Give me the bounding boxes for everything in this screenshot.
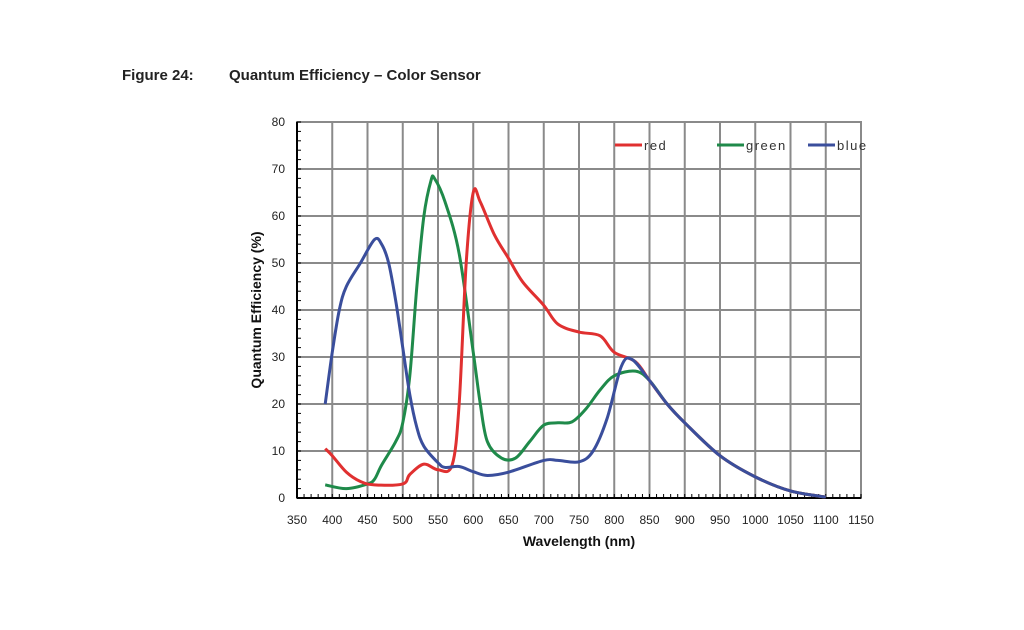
y-tick-label: 20 bbox=[272, 397, 286, 411]
x-tick-label: 850 bbox=[639, 513, 659, 527]
axes: 350 400 450 500 550 600 650 700 750 800 850 900 950 1… bbox=[272, 115, 875, 527]
x-tick-label: 650 bbox=[498, 513, 518, 527]
legend-label-red: red bbox=[644, 138, 667, 153]
x-tick-label: 500 bbox=[393, 513, 413, 527]
x-tick-label: 450 bbox=[357, 513, 377, 527]
y-tick-label: 70 bbox=[272, 162, 286, 176]
x-tick-label: 1100 bbox=[813, 513, 839, 527]
series-line-blue bbox=[323, 236, 827, 499]
x-tick-label: 900 bbox=[675, 513, 695, 527]
x-tick-label: 1000 bbox=[742, 513, 769, 527]
x-tick-label: 800 bbox=[604, 513, 624, 527]
x-tick-label: 1150 bbox=[848, 513, 874, 527]
y-tick-label: 0 bbox=[278, 491, 285, 505]
series-lines bbox=[323, 174, 827, 499]
x-tick-label: 1050 bbox=[777, 513, 804, 527]
x-tick-label: 550 bbox=[428, 513, 448, 527]
y-tick-label: 30 bbox=[272, 350, 286, 364]
figure-number: Figure 24: bbox=[122, 67, 194, 84]
y-tick-label: 50 bbox=[272, 256, 286, 270]
y-tick-label: 40 bbox=[272, 303, 286, 317]
x-tick-label: 350 bbox=[287, 513, 307, 527]
legend-label-blue: blue bbox=[837, 138, 868, 153]
x-tick-label: 600 bbox=[463, 513, 483, 527]
x-tick-label: 700 bbox=[534, 513, 554, 527]
grid bbox=[297, 122, 861, 498]
x-axis-label: Wavelength (nm) bbox=[523, 533, 635, 549]
x-tick-label: 950 bbox=[710, 513, 730, 527]
y-tick-label: 10 bbox=[272, 444, 286, 458]
figure-caption: Quantum Efficiency – Color Sensor bbox=[229, 67, 481, 84]
y-tick-label: 60 bbox=[272, 209, 286, 223]
legend: red green blue bbox=[615, 138, 868, 153]
x-tick-label: 750 bbox=[569, 513, 589, 527]
y-tick-label: 80 bbox=[272, 115, 286, 129]
legend-label-green: green bbox=[746, 138, 787, 153]
y-axis-label: Quantum Efficiency (%) bbox=[248, 231, 264, 388]
x-tick-label: 400 bbox=[322, 513, 342, 527]
